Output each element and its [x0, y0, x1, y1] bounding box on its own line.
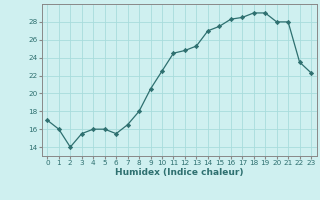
X-axis label: Humidex (Indice chaleur): Humidex (Indice chaleur)	[115, 168, 244, 177]
